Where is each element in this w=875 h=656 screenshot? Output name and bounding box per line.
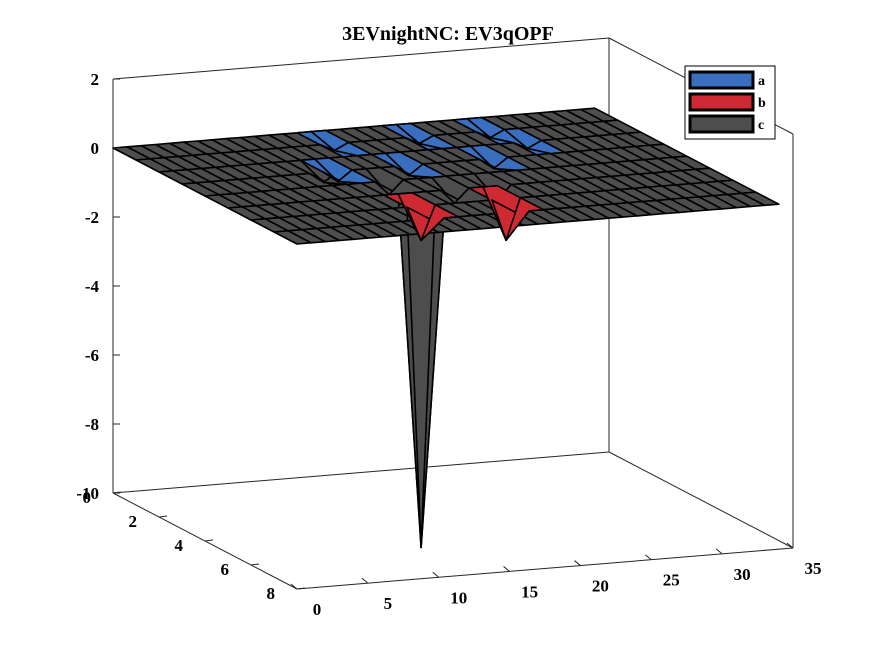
chart-title: 3EVnightNC: EV3qOPF	[342, 23, 554, 45]
x-tick-label: 35	[805, 559, 822, 578]
x-tick-mark	[715, 548, 723, 555]
x-tick-label: 15	[521, 582, 538, 601]
box-edge	[296, 547, 794, 590]
surface-cell-a	[337, 169, 376, 184]
z-tick-label: -8	[85, 415, 99, 434]
x-tick-label: 25	[663, 571, 680, 590]
surface-cell-a	[526, 139, 566, 155]
x-tick-label: 20	[592, 577, 609, 596]
box-edge	[112, 451, 610, 494]
surface-b	[383, 184, 545, 242]
surface-a	[296, 116, 566, 186]
z-tick-label: -2	[85, 208, 99, 227]
x-tick-label: 0	[313, 600, 322, 619]
x-tick-mark	[361, 577, 369, 584]
x-tick-label: 10	[450, 588, 467, 607]
surface-layers	[112, 107, 780, 549]
y-tick-mark	[204, 539, 214, 542]
surface-cell-a	[492, 156, 532, 171]
legend-swatch-a	[688, 70, 755, 90]
box-edge	[112, 37, 610, 80]
y-tick-label: 4	[175, 536, 184, 555]
y-tick-label: 6	[221, 560, 230, 579]
x-tick-mark	[644, 554, 652, 561]
x-tick-mark	[786, 542, 794, 549]
surface-cell-b	[420, 204, 460, 242]
z-tick-label: 0	[91, 139, 100, 158]
x-tick-label: 30	[734, 565, 751, 584]
x-tick-mark	[574, 560, 581, 566]
x-tick-mark	[503, 566, 510, 572]
x-tick-label: 5	[384, 594, 393, 613]
y-tick-mark	[250, 563, 260, 566]
legend-label-c: c	[758, 118, 764, 133]
x-tick-mark	[432, 571, 440, 578]
z-axis-ticks: 2 0 -2 -4 -6 -8 -10	[76, 70, 120, 503]
z-tick-label: -4	[85, 277, 100, 296]
y-tick-label: 8	[267, 584, 276, 603]
x-axis-ticks: 0 5 10 15 20 25 30 35	[290, 542, 822, 619]
z-tick-label: -10	[76, 484, 99, 503]
y-tick-mark	[296, 587, 306, 590]
surface-cell-a	[407, 163, 447, 179]
y-tick-mark	[112, 491, 122, 494]
y-tick-mark	[158, 515, 168, 518]
surface-cell-b	[505, 196, 545, 242]
legend-label-b: b	[758, 96, 766, 111]
y-tick-label: 2	[129, 512, 138, 531]
z-tick-label: 2	[91, 70, 100, 89]
x-tick-mark	[290, 583, 298, 590]
legend-swatch-b	[688, 92, 755, 112]
legend-label-a: a	[758, 74, 765, 89]
legend: abc	[684, 65, 776, 140]
legend-swatch-c	[688, 114, 755, 134]
y-axis-ticks: 0 2 4 6 8	[83, 488, 306, 603]
z-tick-label: -6	[85, 346, 99, 365]
box-edge	[608, 451, 794, 549]
surface-cell-c	[740, 191, 780, 207]
y-tick-label: 0	[83, 488, 92, 507]
